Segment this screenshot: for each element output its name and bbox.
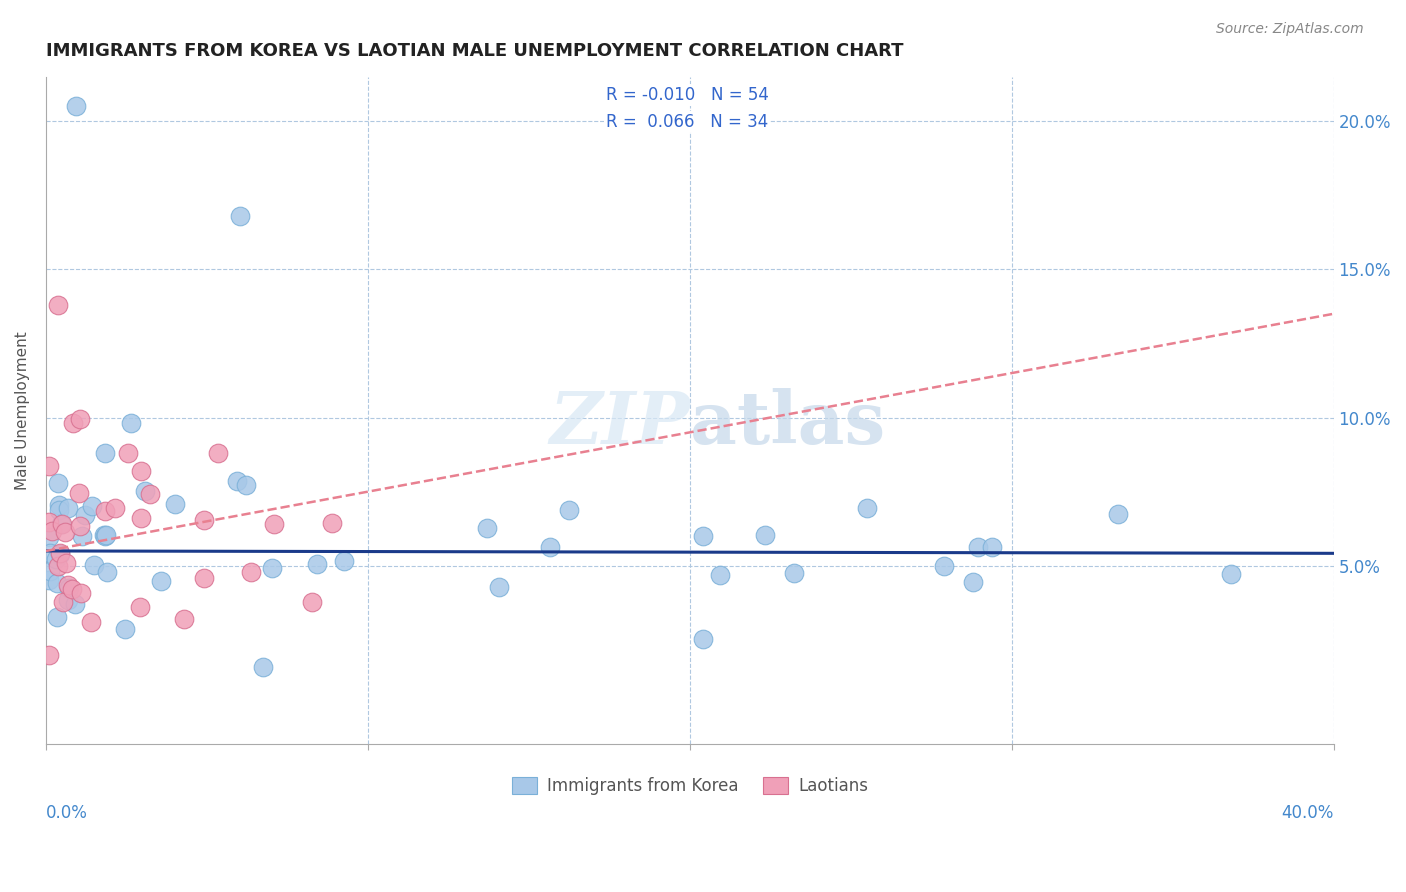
Immigrants from Korea [692, 632, 714, 647]
Laotians [38, 648, 60, 662]
Immigrants from Korea [966, 540, 988, 554]
Immigrants from Korea [114, 623, 136, 637]
Immigrants from Korea [235, 478, 257, 492]
Laotians [240, 566, 263, 580]
Immigrants from Korea [229, 209, 252, 223]
Laotians [129, 510, 152, 524]
Laotians [38, 515, 60, 529]
Laotians [263, 516, 285, 531]
Immigrants from Korea [72, 529, 94, 543]
Text: 40.0%: 40.0% [1281, 804, 1334, 822]
Text: IMMIGRANTS FROM KOREA VS LAOTIAN MALE UNEMPLOYMENT CORRELATION CHART: IMMIGRANTS FROM KOREA VS LAOTIAN MALE UN… [46, 42, 904, 60]
Immigrants from Korea [46, 475, 69, 490]
Laotians [69, 519, 91, 533]
Laotians [67, 485, 90, 500]
Laotians [193, 571, 215, 585]
Legend: Immigrants from Korea, Laotians: Immigrants from Korea, Laotians [505, 771, 875, 802]
Text: R = -0.010   N = 54: R = -0.010 N = 54 [606, 86, 769, 104]
Y-axis label: Male Unemployment: Male Unemployment [15, 331, 30, 490]
Immigrants from Korea [58, 593, 80, 607]
Immigrants from Korea [538, 540, 561, 554]
Immigrants from Korea [150, 574, 173, 588]
Immigrants from Korea [45, 609, 67, 624]
Immigrants from Korea [58, 582, 80, 596]
Immigrants from Korea [38, 565, 60, 579]
Text: 0.0%: 0.0% [46, 804, 87, 822]
Laotians [193, 513, 215, 527]
Immigrants from Korea [56, 500, 79, 515]
Laotians [128, 599, 150, 614]
Laotians [69, 412, 91, 426]
Immigrants from Korea [65, 597, 87, 611]
Laotians [46, 559, 69, 574]
Laotians [41, 524, 63, 538]
Laotians [51, 516, 73, 531]
Immigrants from Korea [475, 521, 498, 535]
Immigrants from Korea [488, 580, 510, 594]
Laotians [117, 446, 139, 460]
Immigrants from Korea [754, 528, 776, 542]
Text: atlas: atlas [690, 388, 884, 459]
Immigrants from Korea [305, 558, 328, 572]
Immigrants from Korea [48, 502, 70, 516]
Laotians [60, 582, 83, 596]
Immigrants from Korea [783, 566, 806, 581]
Immigrants from Korea [83, 558, 105, 572]
Immigrants from Korea [39, 545, 62, 559]
Immigrants from Korea [557, 503, 579, 517]
Laotians [52, 595, 75, 609]
Immigrants from Korea [1220, 567, 1243, 582]
Laotians [139, 487, 162, 501]
Laotians [56, 578, 79, 592]
Immigrants from Korea [94, 529, 117, 543]
Immigrants from Korea [932, 558, 955, 573]
Immigrants from Korea [165, 497, 187, 511]
Laotians [53, 525, 76, 540]
Laotians [49, 546, 72, 560]
Immigrants from Korea [48, 498, 70, 512]
Immigrants from Korea [45, 552, 67, 566]
Laotians [48, 298, 70, 312]
Immigrants from Korea [75, 508, 97, 522]
Immigrants from Korea [120, 417, 142, 431]
Immigrants from Korea [260, 561, 283, 575]
Immigrants from Korea [93, 528, 115, 542]
Immigrants from Korea [65, 99, 87, 113]
Immigrants from Korea [709, 567, 731, 582]
Laotians [129, 464, 152, 478]
Laotians [70, 586, 93, 600]
Immigrants from Korea [82, 500, 104, 514]
Immigrants from Korea [134, 483, 156, 498]
Immigrants from Korea [51, 516, 73, 531]
Immigrants from Korea [333, 554, 356, 568]
Immigrants from Korea [226, 475, 249, 489]
Laotians [301, 595, 323, 609]
Laotians [38, 459, 60, 474]
Immigrants from Korea [692, 529, 714, 543]
Laotians [62, 417, 84, 431]
Immigrants from Korea [856, 500, 879, 515]
Text: ZIP: ZIP [548, 388, 690, 459]
Immigrants from Korea [45, 576, 67, 591]
Laotians [321, 516, 343, 530]
Immigrants from Korea [96, 566, 118, 580]
Immigrants from Korea [981, 540, 1004, 554]
Immigrants from Korea [1107, 508, 1129, 522]
Immigrants from Korea [252, 660, 274, 674]
Text: Source: ZipAtlas.com: Source: ZipAtlas.com [1216, 22, 1364, 37]
Immigrants from Korea [962, 575, 984, 590]
Immigrants from Korea [38, 573, 60, 587]
Laotians [93, 504, 115, 518]
Laotians [104, 501, 127, 516]
Immigrants from Korea [94, 446, 117, 460]
Text: R =  0.066   N = 34: R = 0.066 N = 34 [606, 112, 768, 130]
Immigrants from Korea [49, 547, 72, 561]
Laotians [55, 556, 77, 570]
Immigrants from Korea [96, 528, 118, 542]
Laotians [80, 615, 103, 629]
Laotians [207, 446, 229, 460]
Laotians [173, 612, 195, 626]
Immigrants from Korea [38, 530, 60, 544]
